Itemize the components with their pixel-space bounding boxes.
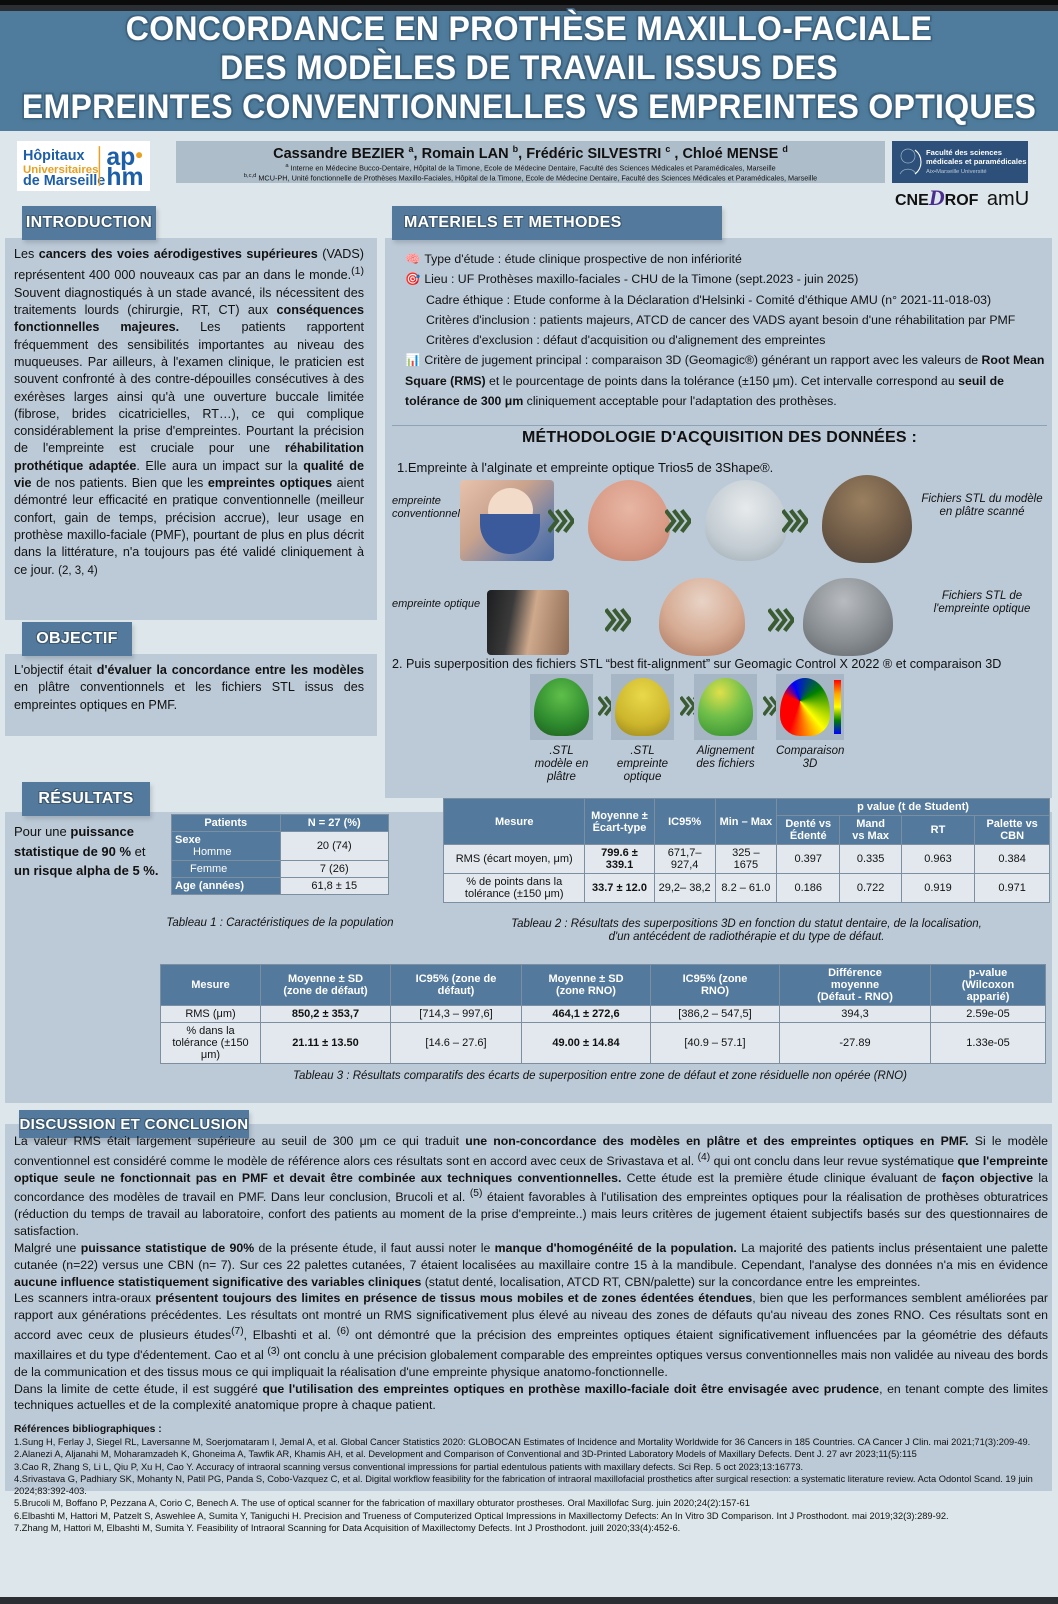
svg-text:hm: hm: [106, 164, 143, 188]
svg-text:Hôpitaux: Hôpitaux: [23, 148, 85, 164]
svg-text:de Marseille: de Marseille: [23, 173, 105, 188]
